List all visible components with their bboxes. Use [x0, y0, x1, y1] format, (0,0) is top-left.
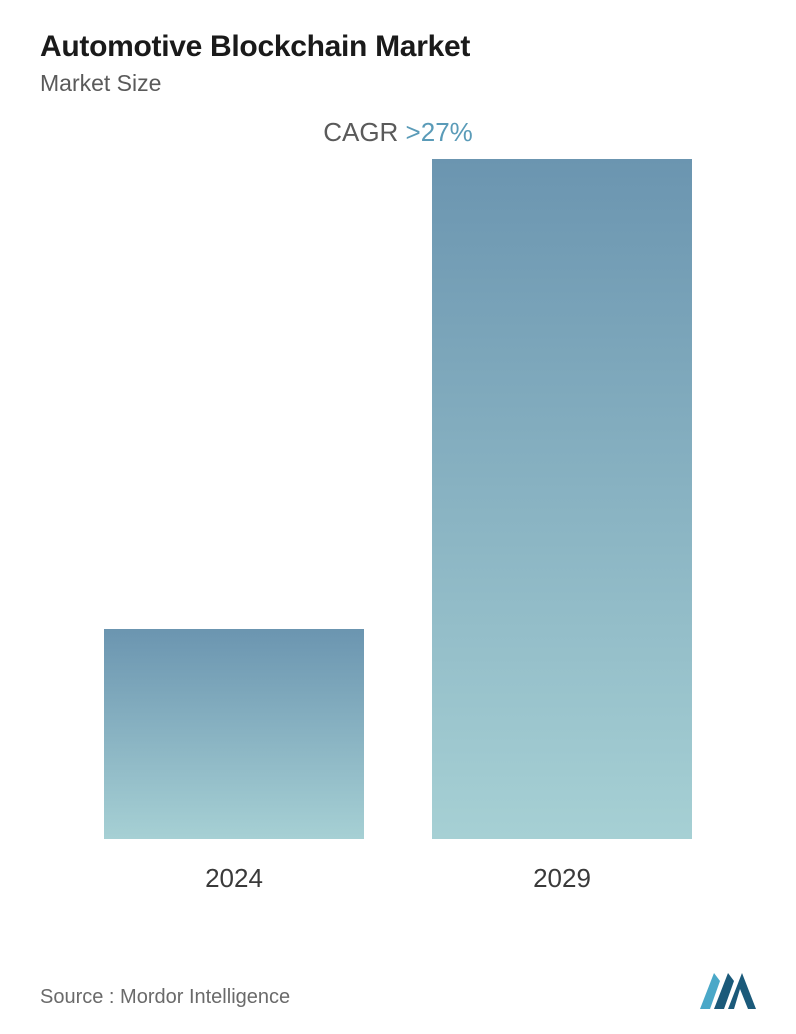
chart-subtitle: Market Size: [40, 70, 756, 97]
chart-area: 2024 2029: [40, 154, 756, 894]
chart-container: Automotive Blockchain Market Market Size…: [0, 0, 796, 1034]
bar-label-1: 2029: [533, 863, 591, 894]
cagr-row: CAGR >27%: [40, 117, 756, 148]
bar-1: [432, 159, 692, 839]
bar-0: [104, 629, 364, 839]
bar-group-1: 2029: [432, 159, 692, 894]
bar-label-0: 2024: [205, 863, 263, 894]
cagr-label: CAGR: [323, 117, 405, 147]
footer: Source : Mordor Intelligence: [40, 973, 756, 1009]
cagr-value: >27%: [406, 117, 473, 147]
chart-title: Automotive Blockchain Market: [40, 30, 756, 64]
bar-group-0: 2024: [104, 629, 364, 894]
brand-logo-icon: [700, 973, 756, 1009]
source-text: Source : Mordor Intelligence: [40, 986, 290, 1009]
